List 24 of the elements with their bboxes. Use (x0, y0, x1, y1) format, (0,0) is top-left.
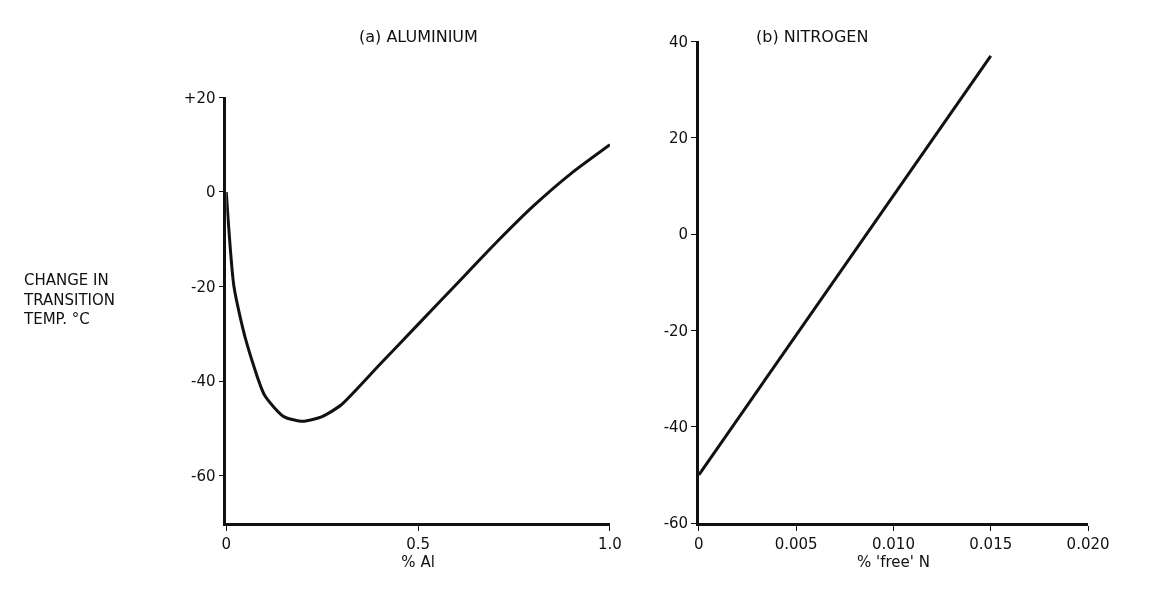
y-tick-label: -60 (191, 466, 216, 485)
y-axis-title: CHANGE IN TRANSITION TEMP. °C (23, 271, 116, 328)
y-tick-label: -40 (663, 417, 689, 436)
y-tick-label: 40 (669, 32, 689, 51)
x-tick-label: 0.020 (1066, 534, 1110, 553)
y-tick-label: -60 (663, 514, 689, 533)
y-tick-label: +20 (183, 88, 216, 107)
chart-title: (a) ALUMINIUM (359, 27, 478, 46)
x-tick-label: 0 (221, 534, 232, 553)
y-tick-label: 20 (669, 128, 689, 147)
y-tick-label: 0 (678, 225, 689, 244)
y-tick-label: -40 (191, 372, 216, 391)
x-axis-title: % Al (401, 552, 435, 571)
x-axis-title: % 'free' N (857, 552, 930, 571)
x-tick-label: 0 (694, 534, 704, 553)
x-tick-label: 0.010 (872, 534, 915, 553)
x-tick-label: 0.005 (774, 534, 818, 553)
x-tick-label: 0.5 (406, 534, 431, 553)
y-tick-label: 0 (205, 183, 216, 202)
x-tick-label: 0.015 (969, 534, 1013, 553)
chart-title: (b) NITROGEN (756, 27, 869, 46)
y-tick-label: -20 (663, 321, 689, 340)
y-tick-label: -20 (191, 277, 216, 296)
x-tick-label: 1.0 (597, 534, 622, 553)
